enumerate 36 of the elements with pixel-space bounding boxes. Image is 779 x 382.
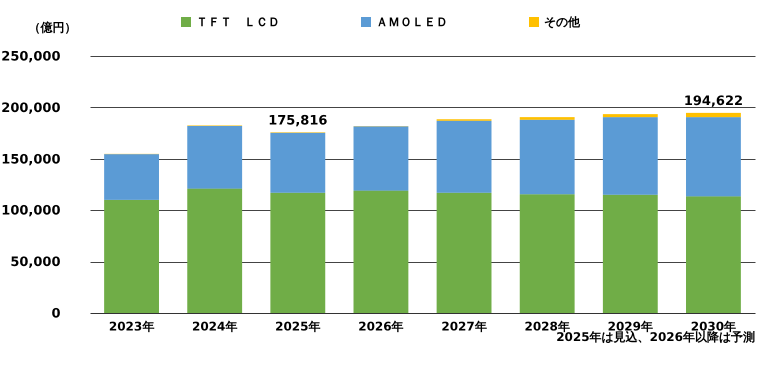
- legend-label: ＴＦＴ ＬＣＤ: [196, 15, 280, 29]
- y-tick-label: 50,000: [10, 255, 60, 270]
- bar: [354, 126, 408, 191]
- y-tick-label: 100,000: [1, 204, 60, 219]
- y-tick-label: 200,000: [1, 100, 60, 116]
- bar: [270, 132, 326, 193]
- bar: [104, 154, 159, 200]
- bar: [104, 200, 159, 313]
- y-tick-label: 150,000: [1, 152, 60, 168]
- bar: [436, 192, 492, 313]
- x-tick-label: 2027年: [441, 320, 487, 334]
- bar: [602, 114, 658, 118]
- bar: [686, 112, 741, 118]
- bar: [520, 117, 575, 120]
- bar: [436, 120, 492, 193]
- x-tick-label: 2023年: [108, 320, 154, 334]
- x-tick-label: 2025年: [275, 320, 321, 334]
- bar: [270, 192, 326, 313]
- bar: [354, 190, 408, 313]
- y-axis-title: （億円）: [28, 20, 76, 34]
- bar: [602, 194, 658, 313]
- bar: [686, 196, 741, 313]
- y-tick-label: 250,000: [1, 50, 60, 64]
- bar: [520, 120, 575, 194]
- total-label: 175,816: [268, 113, 328, 128]
- bar: [187, 126, 242, 189]
- legend-label: ＡＭＯＬＥＤ: [376, 15, 448, 29]
- total-label: 194,622: [684, 94, 744, 109]
- bar: [602, 117, 658, 195]
- x-tick-label: 2026年: [358, 320, 404, 334]
- bar: [686, 117, 741, 196]
- bar: [520, 194, 575, 313]
- bar: [187, 188, 242, 313]
- x-tick-label: 2024年: [192, 320, 238, 334]
- y-tick-label: 0: [51, 306, 60, 322]
- legend-label: その他: [544, 15, 581, 29]
